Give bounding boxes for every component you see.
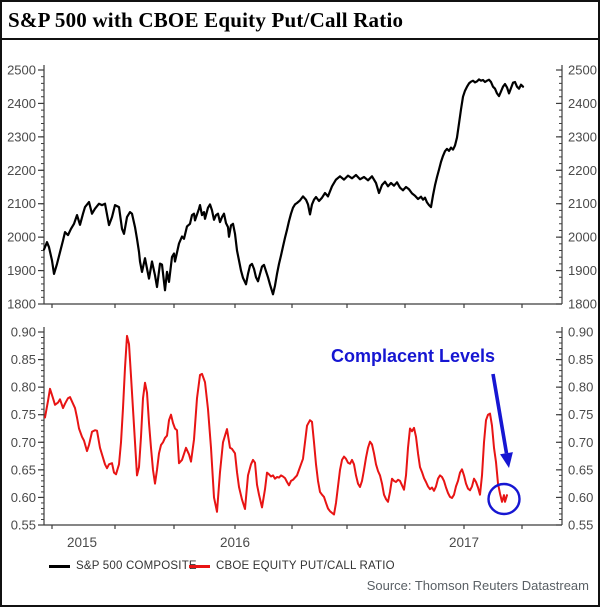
y-axis-tick-label-right: 2100 bbox=[568, 196, 597, 211]
complacent-circle bbox=[487, 482, 521, 516]
annotation-arrow-shaft bbox=[491, 373, 509, 454]
legend-item-putcall: CBOE EQUITY PUT/CALL RATIO bbox=[189, 559, 395, 573]
y-axis-tick-label-right: 0.70 bbox=[568, 435, 593, 450]
x-axis-year-label-2017: 2017 bbox=[448, 535, 480, 550]
y-axis-tick-label-right: 2300 bbox=[568, 129, 597, 144]
y-axis-tick-label-right: 2400 bbox=[568, 96, 597, 111]
y-axis-tick-label-left: 0.55 bbox=[11, 518, 36, 533]
y-axis-tick-label-right: 1800 bbox=[568, 297, 597, 312]
y-axis-tick-label-left: 2000 bbox=[7, 230, 36, 245]
putcall-series-line bbox=[44, 334, 508, 516]
legend-label-sp500: S&P 500 COMPOSITE bbox=[76, 560, 197, 572]
y-axis-tick-label-left: 0.90 bbox=[11, 325, 36, 340]
y-axis-tick-label-right: 0.55 bbox=[568, 518, 593, 533]
y-axis-tick-label-left: 2200 bbox=[7, 163, 36, 178]
y-axis-tick-label-left: 2400 bbox=[7, 96, 36, 111]
y-axis-tick-label-left: 0.75 bbox=[11, 407, 36, 422]
y-axis-tick-label-left: 1800 bbox=[7, 297, 36, 312]
y-axis-tick-label-right: 0.65 bbox=[568, 462, 593, 477]
y-axis-tick-label-left: 2300 bbox=[7, 129, 36, 144]
sp500-series-line bbox=[42, 78, 525, 296]
y-axis-tick-label-left: 2500 bbox=[7, 63, 36, 78]
y-axis-tick-label-right: 0.60 bbox=[568, 490, 593, 505]
y-axis-tick-label-right: 0.75 bbox=[568, 407, 593, 422]
page-title: S&P 500 with CBOE Equity Put/Call Ratio bbox=[8, 7, 404, 32]
y-axis-tick-label-right: 0.80 bbox=[568, 380, 593, 395]
y-axis-tick-label-right: 1900 bbox=[568, 263, 597, 278]
y-axis-tick-label-left: 1900 bbox=[7, 263, 36, 278]
y-axis-tick-label-left: 0.85 bbox=[11, 352, 36, 367]
y-axis-tick-label-right: 2500 bbox=[568, 63, 597, 78]
y-axis-tick-label-right: 2000 bbox=[568, 230, 597, 245]
y-axis-tick-label-right: 2200 bbox=[568, 163, 597, 178]
y-axis-tick-label-left: 0.60 bbox=[11, 490, 36, 505]
title-bar: S&P 500 with CBOE Equity Put/Call Ratio bbox=[2, 2, 598, 40]
y-axis-tick-label-left: 0.80 bbox=[11, 380, 36, 395]
annotation-arrow-head bbox=[500, 452, 513, 468]
y-axis-tick-label-right: 0.90 bbox=[568, 325, 593, 340]
y-axis-tick-label-left: 0.70 bbox=[11, 435, 36, 450]
y-axis-tick-label-left: 0.65 bbox=[11, 462, 36, 477]
source-attribution: Source: Thomson Reuters Datastream bbox=[366, 578, 589, 593]
y-axis-tick-label-right: 0.85 bbox=[568, 352, 593, 367]
complacent-levels-annotation: Complacent Levels bbox=[330, 346, 496, 366]
x-axis-year-label-2016: 2016 bbox=[219, 535, 251, 550]
y-axis-tick-label-left: 2100 bbox=[7, 196, 36, 211]
sp500-line-swatch bbox=[49, 564, 70, 568]
legend-item-sp500: S&P 500 COMPOSITE bbox=[49, 559, 197, 573]
putcall-line-swatch bbox=[189, 564, 210, 568]
legend-label-putcall: CBOE EQUITY PUT/CALL RATIO bbox=[216, 560, 395, 572]
x-axis-year-label-2015: 2015 bbox=[66, 535, 98, 550]
